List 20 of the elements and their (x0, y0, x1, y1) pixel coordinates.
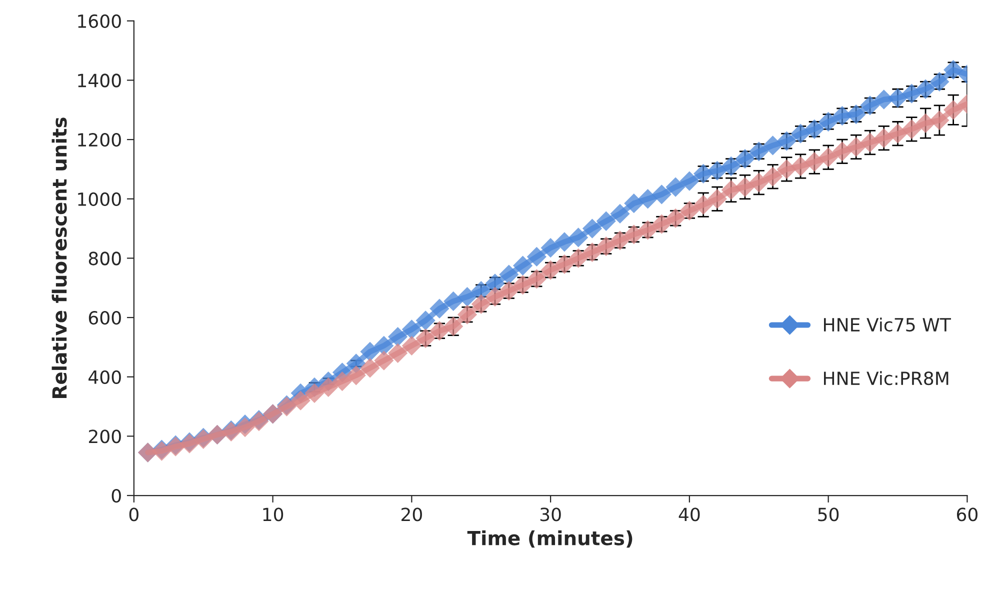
legend-label: HNE Vic75 WT (824, 318, 951, 332)
y-tick-label: 200 (88, 430, 121, 444)
y-tick-label: 1200 (78, 133, 121, 147)
legend-label: HNE Vic:PR8M (824, 371, 948, 386)
x-tick-label: 20 (402, 508, 422, 522)
y-tick-label: 800 (88, 252, 121, 266)
x-tick-label: 50 (818, 508, 839, 522)
x-tick-label: 30 (540, 508, 561, 522)
y-tick-label: 1400 (78, 74, 121, 88)
y-tick-label: 1600 (78, 14, 121, 28)
y-tick-label: 600 (88, 310, 121, 325)
y-tick-label: 1000 (78, 192, 121, 206)
x-tick-label: 60 (956, 508, 978, 522)
y-tick-label: 0 (112, 488, 121, 503)
y-axis-title: Relative fluorescent units (52, 118, 67, 398)
x-axis-title: Time (minutes) (467, 530, 632, 548)
x-tick-label: 10 (263, 508, 284, 522)
x-tick-label: 40 (678, 508, 700, 522)
x-tick-label: 0 (129, 508, 138, 522)
y-tick-label: 400 (88, 370, 121, 384)
